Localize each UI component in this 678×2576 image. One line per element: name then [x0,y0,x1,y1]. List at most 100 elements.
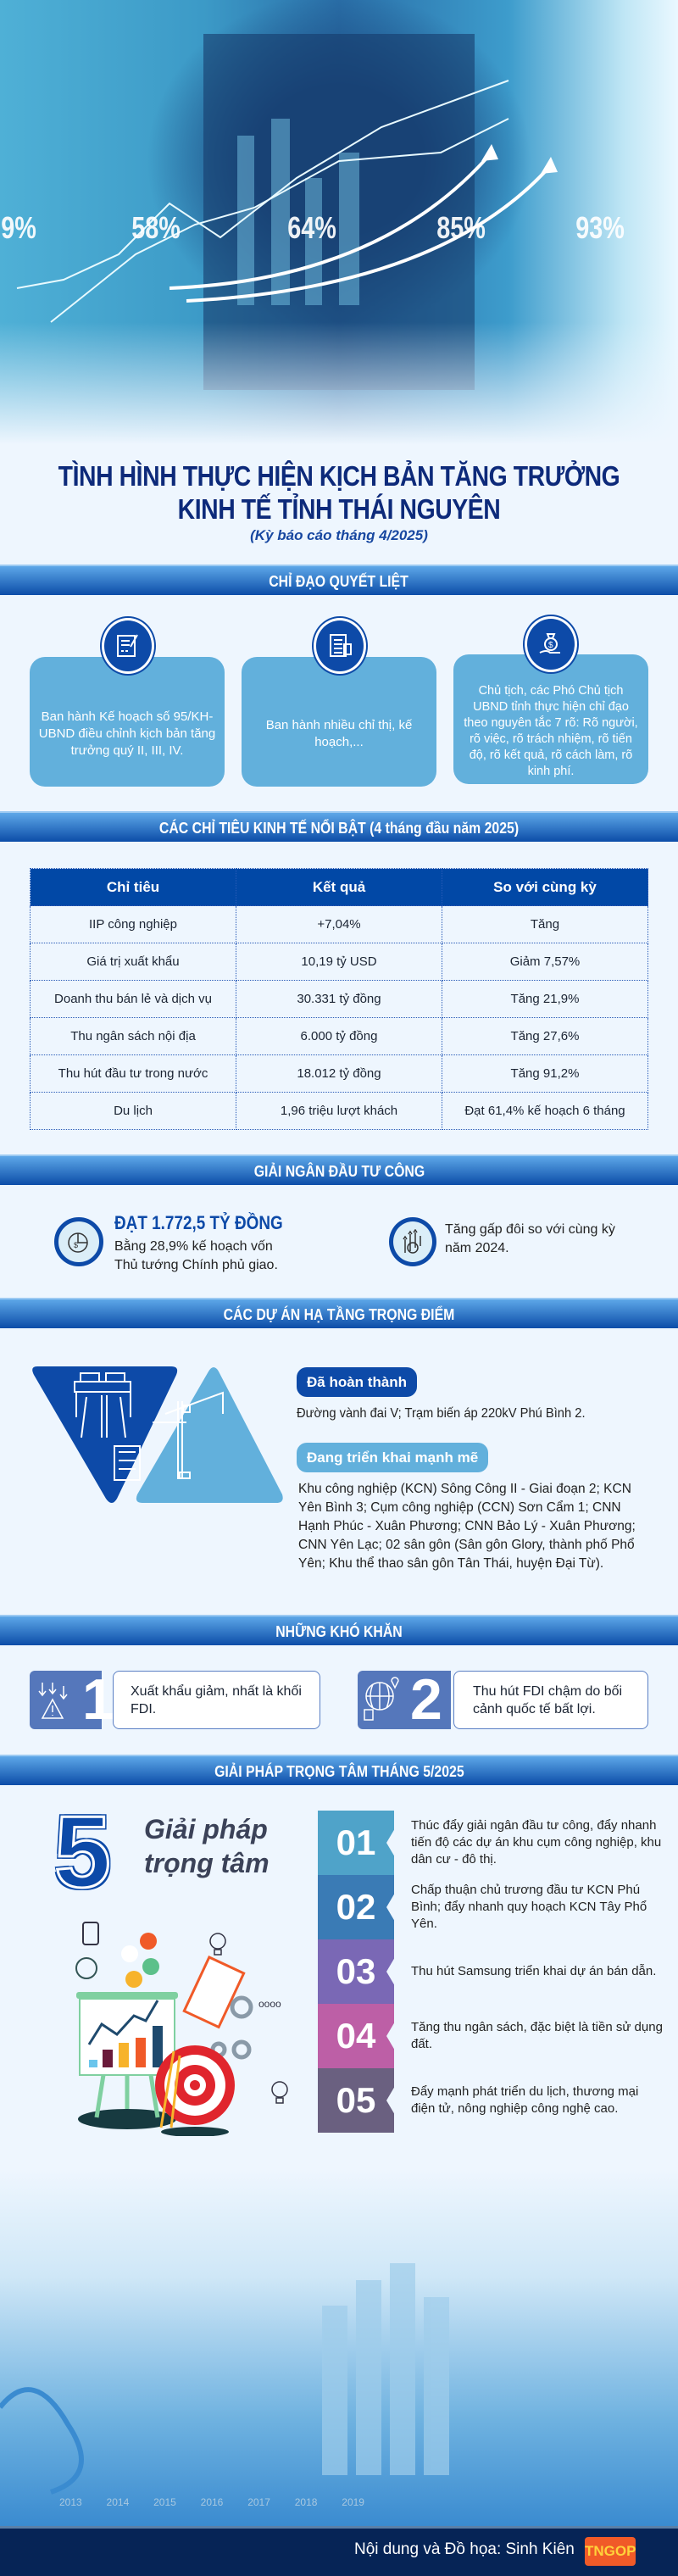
difficulty-number: 2 [410,1667,442,1732]
documents-icon [314,618,366,674]
footer: Nội dung và Đồ họa: Sinh Kiên TNGOP [0,2526,678,2576]
column-header: Chỉ tiêu [30,868,236,906]
solution-text: Tăng thu ngân sách, đặc biệt là tiền sử … [411,2004,665,2068]
section-title: GIẢI PHÁP TRỌNG TÂM THÁNG 5/2025 [214,1763,464,1780]
building-triangle [136,1367,283,1503]
bottom-image: 2013 2014 2015 2016 2017 2018 2019 [0,2170,678,2526]
section-title: CÁC CHỈ TIÊU KINH TẾ NỔI BẬT (4 tháng đầ… [158,820,520,837]
direction-card: Ban hành Kế hoạch số 95/KH-UBND điều chỉ… [30,657,225,787]
section-header-direction: CHỈ ĐẠO QUYẾT LIỆT [0,565,678,595]
hero-percent: 93% [575,210,625,245]
puzzle-gears-icon [121,1933,159,1988]
card-text: Ban hành nhiều chỉ thị, kế hoạch,... [265,717,413,749]
cell: 10,19 tỷ USD [236,943,442,981]
year-label: 2013 [59,2496,82,2508]
cell: Tăng 21,9% [442,980,648,1018]
hero-fade [0,322,678,466]
card-text: Chủ tịch, các Phó Chủ tịch UBND tỉnh thự… [464,683,638,778]
year-axis: 2013 2014 2015 2016 2017 2018 2019 [59,2496,364,2508]
globe-plane-icon: 2 [358,1671,451,1729]
year-label: 2017 [247,2496,270,2508]
card-text: Ban hành Kế hoạch số 95/KH-UBND điều chỉ… [38,709,216,758]
document-sign-icon [102,618,154,674]
table-row: Du lịch 1,96 triệu lượt khách Đạt 61,4% kế… [30,1092,648,1130]
growth-dollar-icon [389,1217,436,1266]
cell: 1,96 triệu lượt khách [236,1092,442,1130]
money-bag-hand-icon: $ [525,616,577,672]
ongoing-projects-text: Khu công nghiệp (KCN) Sông Công II - Gia… [298,1482,636,1571]
section-title: CHỈ ĐẠO QUYẾT LIỆT [269,573,409,590]
hero-percent: 9% [1,210,36,245]
page-title-line1: TÌNH HÌNH THỰC HIỆN KỊCH BẢN TĂNG TRƯỞNG [58,460,620,492]
solution-number: 02 [318,1875,394,1939]
table-row: Giá trị xuất khẩu 10,19 tỷ USD Giảm 7,57% [30,943,648,981]
table-row: Doanh thu bán lẻ và dịch vụ 30.331 tỷ đồn… [30,980,648,1018]
svg-text:$: $ [74,1241,78,1249]
pie-chart-dollar-icon: $ [54,1217,103,1266]
table-header-row: Chỉ tiêu Kết quả So với cùng kỳ [30,868,648,906]
year-label: 2019 [342,2496,364,2508]
status-badge-ongoing: Đang triển khai mạnh mẽ [297,1443,489,1472]
strategy-illustration: oooo [75,1922,288,2136]
year-label: 2016 [200,2496,224,2508]
solutions-title-line2: trọng tâm [144,1848,270,1878]
footer-credit: Nội dung và Đồ họa: Sinh Kiên [354,2540,575,2558]
solution-text-content: Chấp thuận chủ trương đầu tư KCN Phú Bìn… [411,1883,647,1931]
highway-icon [74,1372,131,1438]
cell: Thu ngân sách nội địa [30,1017,236,1055]
difficulty-text: Xuất khẩu giảm, nhất là khối FDI. [131,1683,302,1716]
difficulty-number: 1 [82,1667,114,1732]
section-title: GIẢI NGÂN ĐẦU TƯ CÔNG [253,1163,425,1180]
hero-percent: 64% [287,210,336,245]
solutions-big-number: 5 [53,1795,113,1909]
solution-text: Đẩy mạnh phát triển du lịch, thương mại … [411,2068,665,2133]
solution-number: 04 [318,2004,394,2068]
section-header-disbursement: GIẢI NGÂN ĐẦU TƯ CÔNG [0,1154,678,1185]
indicators-table: Chỉ tiêu Kết quả So với cùng kỳ IIP công n… [30,868,648,1130]
solution-number: 03 [318,1939,394,2004]
disbursement-amount: ĐẠT 1.772,5 TỶ ĐỒNG [114,1212,283,1233]
cell: Đạt 61,4% kế hoạch 6 tháng [442,1092,648,1130]
status-badge-done: Đã hoàn thành [297,1367,418,1397]
solution-text: Thúc đẩy giải ngân đầu tư công, đẩy nhan… [411,1811,665,1875]
solution-number: 05 [318,2068,394,2133]
done-projects-text: Đường vành đai V; Trạm biến áp 220kV Phú… [297,1406,586,1421]
difficulty-card: Xuất khẩu giảm, nhất là khối FDI. [113,1671,320,1729]
difficulty-text: Thu hút FDI chậm do bối cảnh quốc tế bất… [473,1683,623,1716]
section-header-infrastructure: CÁC DỰ ÁN HẠ TẦNG TRỌNG ĐIỂM [0,1298,678,1328]
cell: 18.012 tỷ đồng [236,1054,442,1093]
cell: Thu hút đầu tư trong nước [30,1054,236,1093]
difficulty-card: Thu hút FDI chậm do bối cảnh quốc tế bất… [453,1671,648,1729]
cell: IIP công nghiệp [30,905,236,943]
globe-icon [75,1957,97,1979]
target-icon [155,2045,235,2136]
disbursement-note: Bằng 28,9% kế hoạch vốn Thủ tướng Chính … [114,1239,278,1272]
table-row: IIP công nghiệp +7,04% Tăng [30,905,648,943]
year-label: 2014 [106,2496,130,2508]
page-title-line2: KINH TẾ TỈNH THÁI NGUYÊN [177,493,501,525]
footer-logo: TNGOP [585,2537,636,2566]
section-header-difficulties: NHỮNG KHÓ KHĂN [0,1615,678,1645]
section-title: CÁC DỰ ÁN HẠ TẦNG TRỌNG ĐIỂM [223,1306,455,1323]
section-title: NHỮNG KHÓ KHĂN [275,1623,403,1640]
crane-building-icon [114,1391,224,1481]
bottom-chart-graphic [0,2263,449,2495]
section-header-indicators: CÁC CHỈ TIÊU KINH TẾ NỔI BẬT (4 tháng đầ… [0,811,678,842]
notepad-icon [182,1955,246,2029]
cell: Tăng [442,905,648,943]
direction-card: Ban hành nhiều chỉ thị, kế hoạch,... [242,657,436,787]
table-row: Thu ngân sách nội địa 6.000 tỷ đồng Tăng 2… [30,1017,648,1055]
direction-card: Chủ tịch, các Phó Chủ tịch UBND tỉnh thự… [453,654,648,784]
hero-percent: 85% [436,210,486,245]
table-row: Thu hút đầu tư trong nước 18.012 tỷ đồng T… [30,1054,648,1093]
cell: 6.000 tỷ đồng [236,1017,442,1055]
solution-text-content: Thúc đẩy giải ngân đầu tư công, đẩy nhan… [411,1818,662,1867]
column-header: Kết quả [236,868,442,906]
cell: Du lịch [30,1092,236,1130]
cell: 30.331 tỷ đồng [236,980,442,1018]
cell: Tăng 91,2% [442,1054,648,1093]
cell: Doanh thu bán lẻ và dịch vụ [30,980,236,1018]
cell: Giảm 7,57% [442,943,648,981]
solution-text-content: Đẩy mạnh phát triển du lịch, thương mại … [411,2084,639,2116]
solution-text-content: Tăng thu ngân sách, đặc biệt là tiền sử … [411,2020,663,2051]
